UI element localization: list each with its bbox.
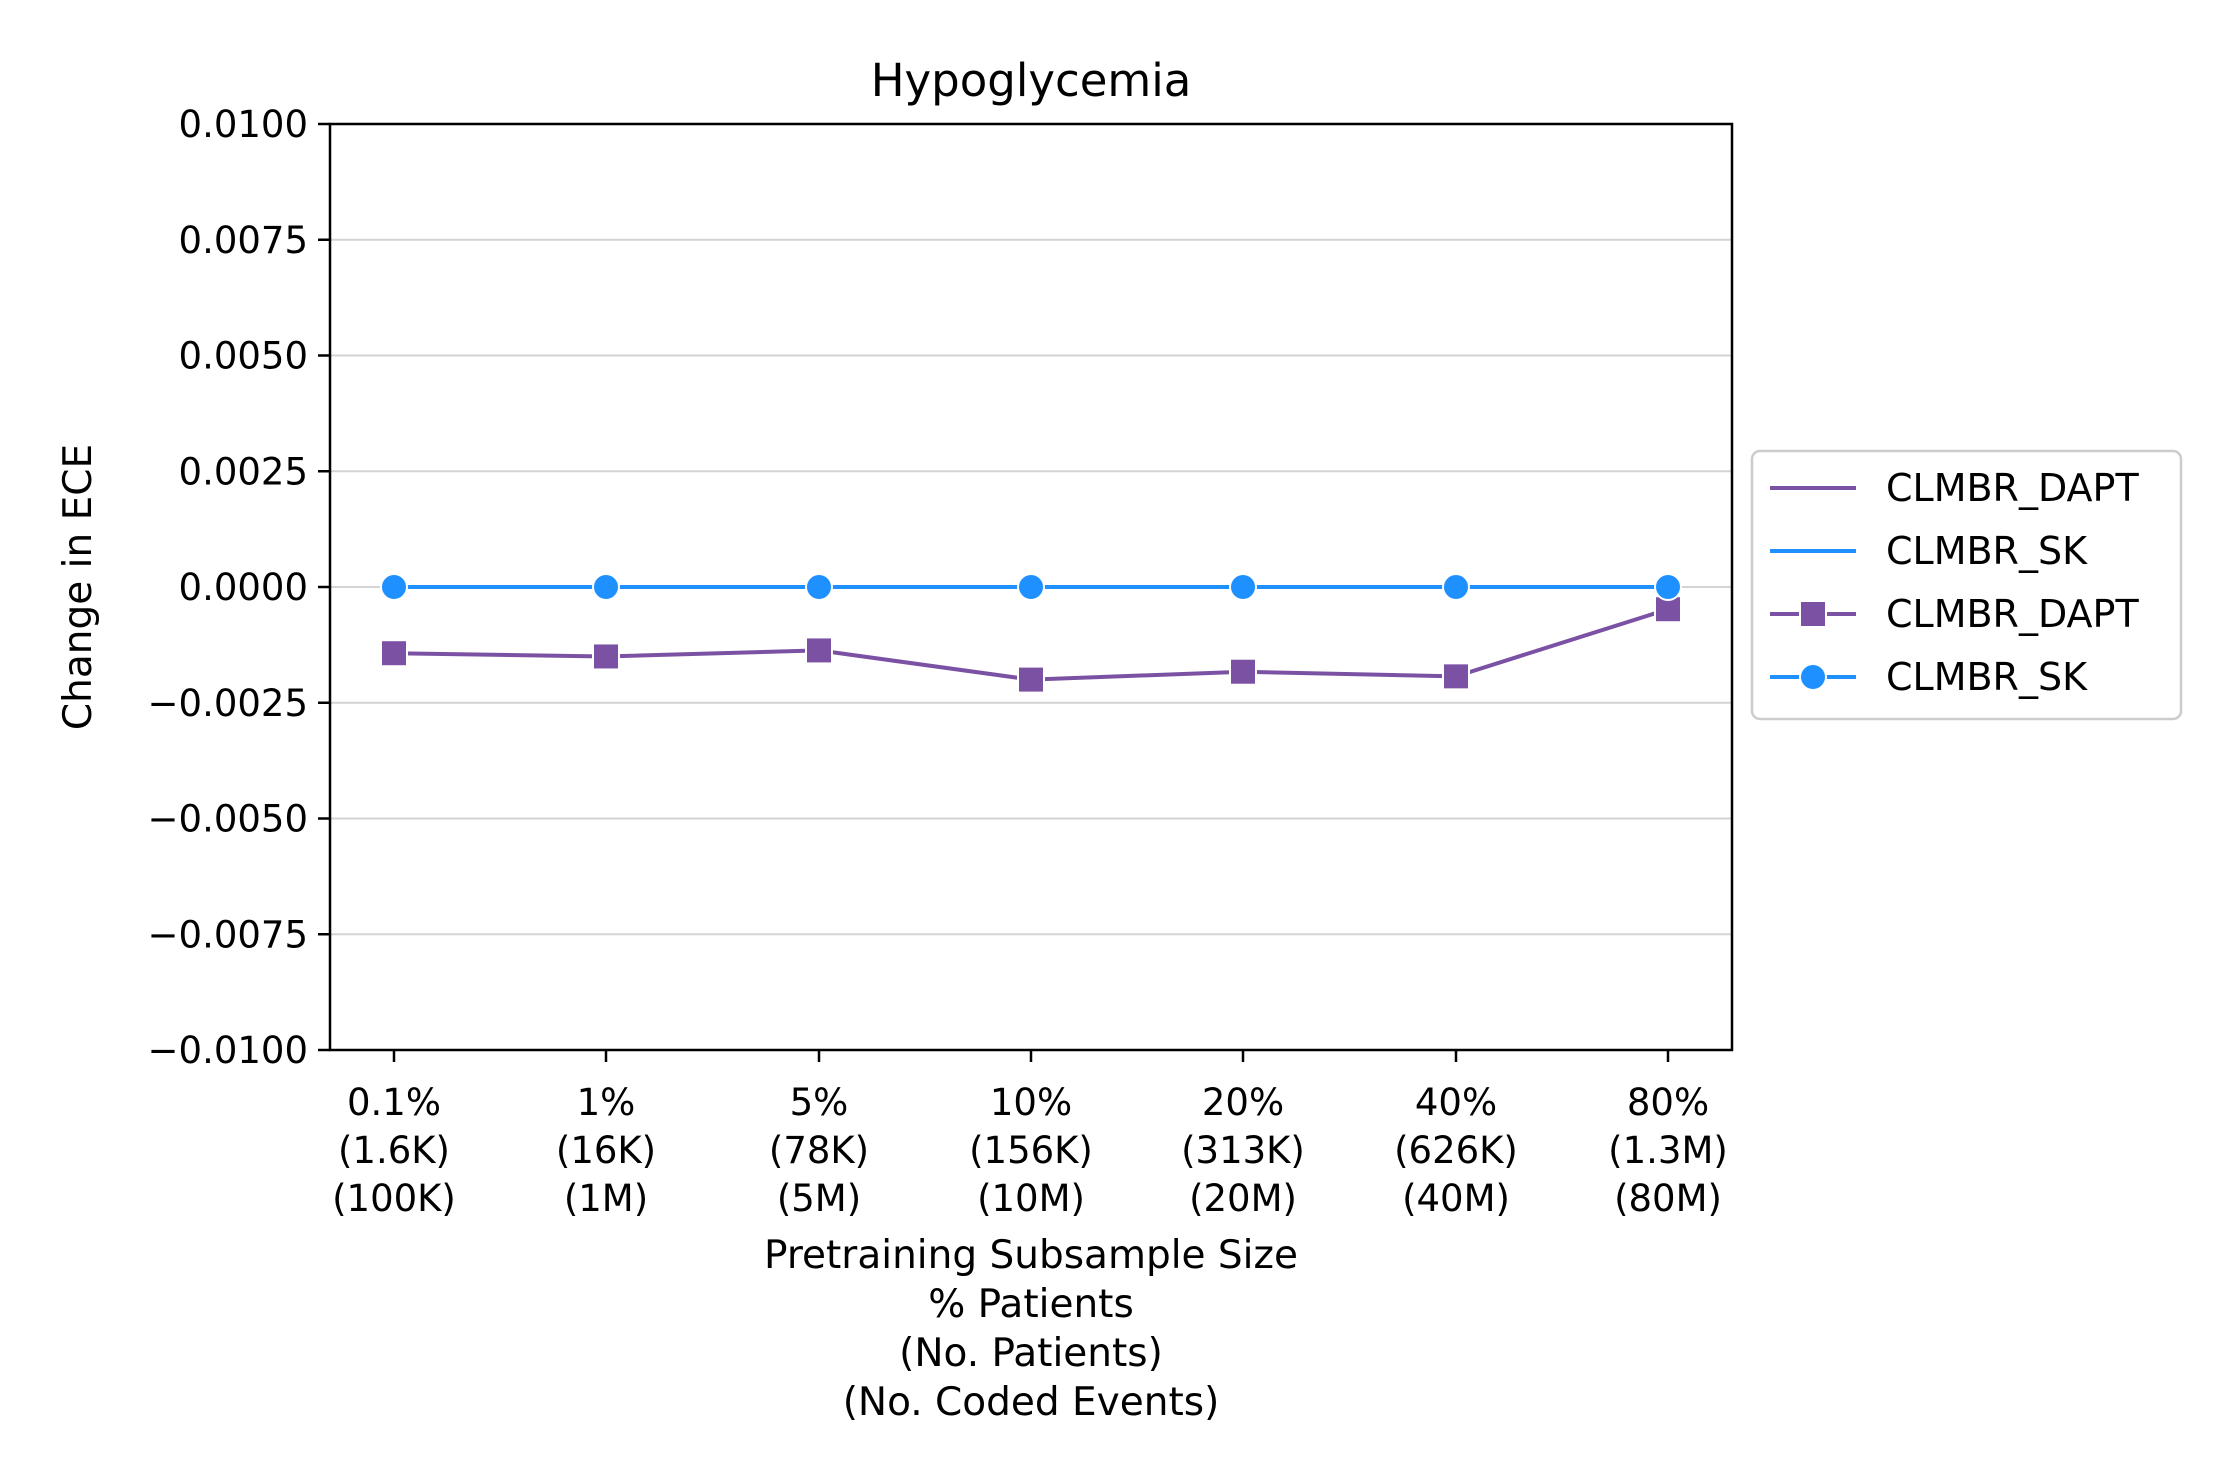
data-point-circle bbox=[380, 573, 408, 601]
y-tick-label: −0.0025 bbox=[148, 682, 308, 725]
x-tick-label: 1% (16K) (1M) bbox=[556, 1081, 656, 1220]
data-point-circle bbox=[1654, 573, 1682, 601]
legend: CLMBR_DAPT CLMBR_SK CLMBR_DAPT CLMBR_SK bbox=[1750, 449, 2183, 721]
y-tick-label: −0.0050 bbox=[148, 798, 308, 841]
data-point-circle bbox=[1229, 573, 1257, 601]
x-tick-label: 80% (1.3M) (80M) bbox=[1608, 1081, 1728, 1220]
x-tick-label: 0.1% (1.6K) (100K) bbox=[332, 1081, 456, 1220]
data-point-square bbox=[592, 642, 620, 671]
y-axis: 0.0100 0.0075 0.0050 0.0025 0.0000 −0.0025 −0.… bbox=[148, 103, 330, 1072]
x-tick-label: 20% (313K) (20M) bbox=[1181, 1081, 1305, 1220]
x-axis: 0.1% (1.6K) (100K) 1% (16K) (1M) 5% (78K) (5M) 10… bbox=[332, 1050, 1728, 1220]
data-point-square bbox=[380, 639, 408, 668]
data-point-square bbox=[1017, 665, 1045, 694]
legend-label: CLMBR_SK bbox=[1886, 655, 2088, 699]
legend-label: CLMBR_SK bbox=[1886, 529, 2088, 573]
x-tick-label: 10% (156K) (10M) bbox=[969, 1081, 1093, 1220]
y-tick-label: 0.0050 bbox=[179, 335, 308, 378]
legend-box bbox=[1750, 449, 2183, 721]
x-axis-label: Pretraining Subsample Size% Patients (No.… bbox=[764, 1233, 1298, 1425]
data-point-circle bbox=[1017, 573, 1045, 601]
y-tick-label: 0.0025 bbox=[179, 450, 308, 493]
x-tick-label: 5% (78K) (5M) bbox=[769, 1081, 869, 1220]
y-tick-label: 0.0075 bbox=[179, 219, 308, 262]
data-point-circle bbox=[592, 573, 620, 601]
legend-swatch-square bbox=[1799, 600, 1827, 628]
y-tick-label: 0.0100 bbox=[179, 103, 308, 146]
legend-label: CLMBR_DAPT bbox=[1886, 592, 2139, 636]
y-axis-label: Change in ECE bbox=[56, 444, 101, 730]
series-layer bbox=[380, 573, 1682, 694]
x-tick-label: 40% (626K) (40M) bbox=[1394, 1081, 1518, 1220]
data-point-square bbox=[1229, 657, 1257, 686]
chart-title: Hypoglycemia bbox=[871, 54, 1192, 107]
data-point-square bbox=[805, 636, 833, 665]
y-tick-label: 0.0000 bbox=[179, 566, 308, 609]
y-tick-label: −0.0075 bbox=[148, 913, 308, 956]
y-tick-label: −0.0100 bbox=[148, 1029, 308, 1072]
data-point-square bbox=[1442, 662, 1470, 691]
data-point-circle bbox=[1442, 573, 1470, 601]
legend-swatch-circle bbox=[1799, 663, 1827, 691]
data-point-circle bbox=[805, 573, 833, 601]
legend-label: CLMBR_DAPT bbox=[1886, 466, 2139, 510]
